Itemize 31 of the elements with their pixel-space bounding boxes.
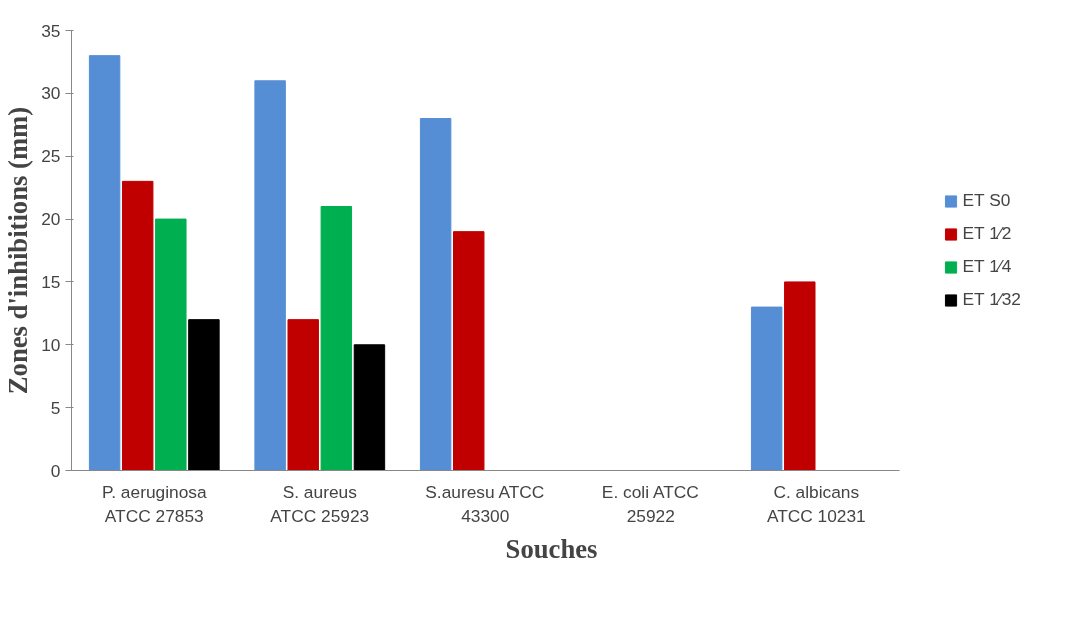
bar <box>750 306 783 471</box>
y-tick-label: 5 <box>50 397 61 418</box>
x-tick-label: P. aeruginosa ATCC 27853 <box>101 481 207 526</box>
bar <box>353 344 386 471</box>
legend-label: ET 1⁄4 <box>962 256 1012 277</box>
bar <box>254 80 286 471</box>
y-tick-label: 20 <box>41 209 61 230</box>
x-tick-label: S. aureus ATCC 25923 <box>270 481 370 526</box>
x-tick-label: S.auresu ATCC 43300 <box>425 481 545 526</box>
x-tick-label: C. albicans ATCC 10231 <box>766 481 866 526</box>
bar <box>784 281 816 471</box>
bar <box>88 55 121 471</box>
y-tick-label: 25 <box>41 146 61 167</box>
y-axis-title: Zones d'inhibitions (mm) <box>3 106 34 395</box>
legend-label: ET S0 <box>962 190 1011 211</box>
y-tick-label: 10 <box>41 334 61 355</box>
bar <box>320 206 353 471</box>
legend-label: ET 1⁄32 <box>962 289 1021 310</box>
y-tick-label: 30 <box>41 83 61 104</box>
x-axis-title: Souches <box>505 533 598 564</box>
bar <box>453 231 485 471</box>
legend-label: ET 1⁄2 <box>962 223 1012 244</box>
y-tick-label: 0 <box>50 460 61 481</box>
bar <box>155 218 187 471</box>
x-tick-label: E. coli ATCC 25922 <box>601 481 699 526</box>
y-tick-label: 35 <box>41 20 61 41</box>
bar <box>121 180 154 471</box>
bar <box>287 319 319 471</box>
y-tick-label: 15 <box>41 271 61 292</box>
bar <box>188 319 220 471</box>
bar <box>419 118 452 471</box>
